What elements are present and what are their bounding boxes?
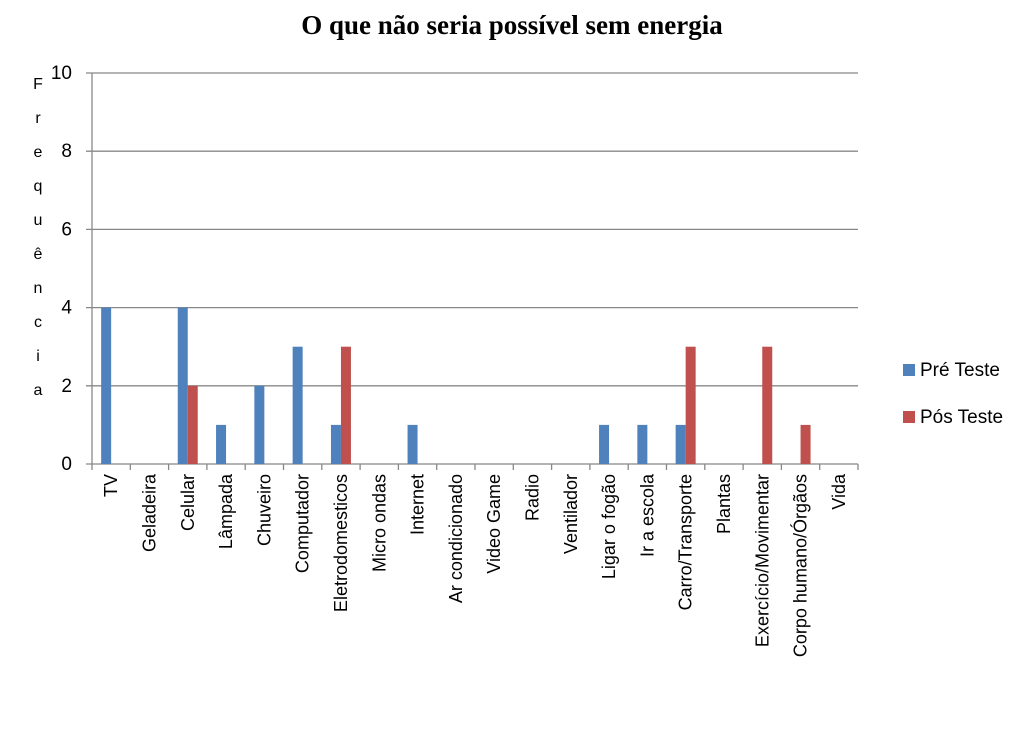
legend-swatch	[903, 411, 915, 423]
x-tick-label: Computador	[293, 474, 313, 573]
bar	[330, 424, 341, 464]
bar	[637, 424, 648, 464]
x-tick-label: Ventilador	[561, 474, 581, 554]
x-tick-label: Ligar o fogão	[599, 474, 619, 579]
y-tick-label: 2	[61, 376, 72, 397]
x-tick-label: TV	[101, 474, 121, 497]
y-tick-label: 0	[61, 454, 72, 475]
bar	[187, 385, 198, 464]
x-tick-label: Internet	[408, 474, 428, 535]
x-tick-label: Ar condicionado	[446, 474, 466, 603]
x-tick-label: Exercício/Movimentar	[752, 474, 772, 647]
y-tick-label: 6	[61, 219, 72, 240]
x-tick-label: Micro ondas	[369, 474, 389, 572]
x-tick-label: Eletrodomesticos	[331, 474, 351, 612]
bar	[800, 424, 811, 464]
x-tick-label: Vida	[829, 473, 849, 510]
y-tick-label: 10	[51, 63, 72, 84]
x-tick-label: Carro/Transporte	[676, 474, 696, 610]
x-tick-label: Lâmpada	[216, 473, 236, 549]
x-tick-label: Corpo humano/Órgãos	[790, 474, 811, 657]
bar	[675, 424, 686, 464]
bar	[254, 385, 265, 464]
x-tick-label: Ir a escola	[637, 473, 657, 557]
x-tick-label: Video Game	[484, 474, 504, 574]
x-tick-label: Chuveiro	[254, 474, 274, 546]
x-tick-label: Plantas	[714, 474, 734, 534]
bar	[340, 346, 351, 464]
x-tick-label: Celular	[178, 474, 198, 531]
bar	[407, 424, 418, 464]
bar	[101, 307, 112, 464]
chart-title: O que não seria possível sem energia	[301, 10, 723, 40]
bar	[685, 346, 696, 464]
legend-swatch	[903, 364, 915, 376]
bar	[762, 346, 773, 464]
x-tick-label: Geladeira	[139, 473, 159, 552]
y-axis-label: Frequência	[30, 76, 47, 416]
bar	[216, 424, 227, 464]
y-tick-label: 8	[61, 141, 72, 162]
legend-label: Pré Teste	[920, 360, 1000, 381]
y-tick-label: 4	[61, 298, 72, 319]
bar	[177, 307, 188, 464]
bar	[599, 424, 610, 464]
x-tick-label: Radio	[522, 474, 542, 521]
legend-label: Pós Teste	[920, 407, 1003, 428]
bar	[292, 346, 303, 464]
